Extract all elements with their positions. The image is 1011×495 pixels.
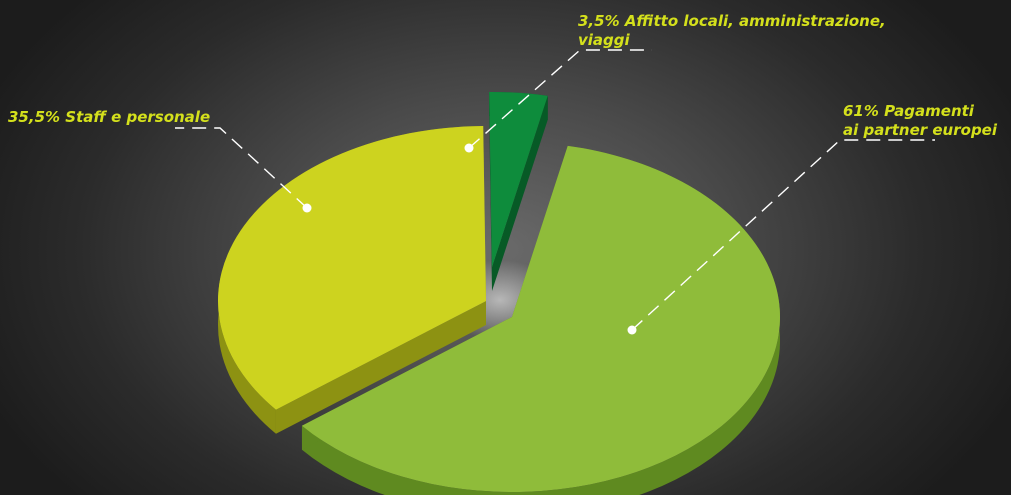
slice-wall-2-0 [489, 92, 492, 291]
slice-wall-2-1 [492, 95, 548, 291]
leader-dot-1 [302, 203, 312, 213]
label-pagamenti: 61% Pagamenti ai partner europei [843, 102, 997, 140]
slice-side-0 [301, 145, 780, 495]
leader-line-1 [175, 127, 308, 209]
label-pagamenti-line-2: ai partner europei [843, 121, 997, 139]
label-affitto-line-1: 3,5% Affitto locali, amministrazione, [578, 12, 886, 30]
label-affitto: 3,5% Affitto locali, amministrazione, vi… [578, 12, 886, 50]
label-affitto-line-2: viaggi [578, 31, 630, 49]
slice-0 [301, 145, 780, 493]
slice-wall-1-0 [275, 301, 486, 434]
leader-dot-0 [627, 325, 637, 335]
label-pagamenti-line-1: 61% Pagamenti [843, 102, 974, 120]
label-staff-line-1: 35,5% Staff e personale [8, 108, 211, 126]
label-staff: 35,5% Staff e personale [8, 108, 210, 127]
leader-line-0 [631, 139, 935, 331]
slice-2 [489, 92, 548, 267]
slice-1 [217, 126, 486, 410]
leader-dot-2 [464, 143, 474, 153]
leader-line-2 [468, 49, 652, 149]
